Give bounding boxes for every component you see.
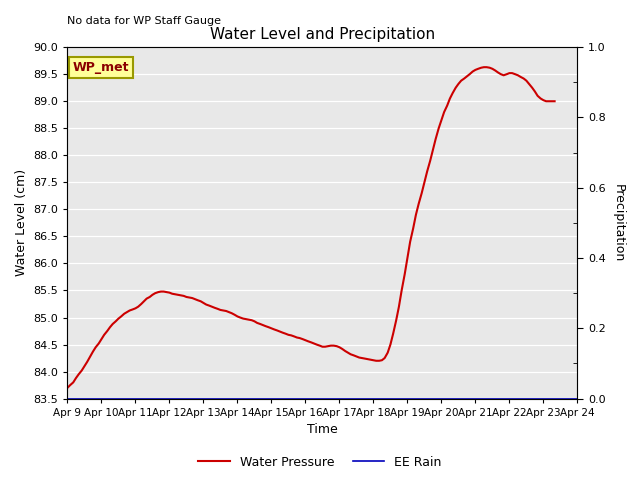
Line: Water Pressure: Water Pressure (67, 67, 555, 388)
Y-axis label: Precipitation: Precipitation (612, 184, 625, 262)
Water Pressure (63, 385, 71, 391)
Water Pressure (551, 98, 559, 104)
Water Pressure (480, 64, 488, 70)
Water Pressure (242, 316, 250, 322)
Legend: Water Pressure, EE Rain: Water Pressure, EE Rain (193, 451, 447, 474)
Water Pressure (435, 125, 442, 131)
Text: WP_met: WP_met (72, 61, 129, 74)
X-axis label: Time: Time (307, 423, 338, 436)
Water Pressure (500, 72, 508, 78)
Water Pressure (330, 343, 337, 348)
Water Pressure (418, 190, 426, 196)
Title: Water Level and Precipitation: Water Level and Precipitation (210, 27, 435, 42)
Text: No data for WP Staff Gauge: No data for WP Staff Gauge (67, 16, 221, 26)
Water Pressure (299, 336, 307, 342)
Y-axis label: Water Level (cm): Water Level (cm) (15, 169, 28, 276)
